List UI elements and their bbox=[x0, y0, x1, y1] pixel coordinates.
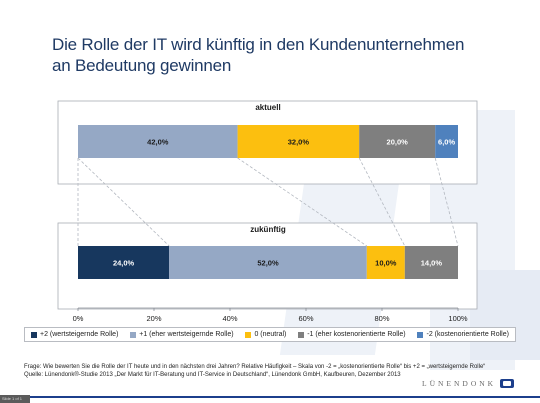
footnote: Frage: Wie bewerten Sie die Rolle der IT… bbox=[24, 363, 524, 379]
category-label: aktuell bbox=[255, 103, 280, 112]
legend-swatch bbox=[417, 331, 424, 338]
bottom-rule bbox=[0, 396, 540, 398]
x-tick-label: 40% bbox=[222, 314, 237, 323]
connector-line bbox=[77, 157, 170, 247]
legend-swatch bbox=[31, 331, 37, 338]
data-label: 52,0% bbox=[257, 259, 279, 268]
data-label: 42,0% bbox=[147, 138, 169, 147]
company-logo: LÜNENDONK bbox=[422, 379, 515, 388]
chart-canvas: aktuell zukünftig 42,0% 32,0% 20,0% 6,0% 24,0%… bbox=[57, 100, 478, 323]
x-tick-label: 0% bbox=[73, 314, 84, 323]
logo-text: LÜNENDONK bbox=[422, 379, 497, 388]
legend-item: -1 (eher kostenorientierte Rolle) bbox=[298, 331, 406, 338]
connector-line bbox=[434, 157, 459, 247]
chart-connectors bbox=[77, 157, 459, 247]
data-label: 24,0% bbox=[113, 259, 135, 268]
data-label: 20,0% bbox=[387, 138, 409, 147]
legend-label: 0 (neutral) bbox=[254, 331, 287, 338]
x-tick-label: 20% bbox=[146, 314, 161, 323]
corner-tag: Slide 1 of 1 bbox=[0, 395, 30, 403]
legend-item: -2 (kostenorientierte Rolle) bbox=[417, 331, 509, 338]
legend-label: +2 (wertsteigernde Rolle) bbox=[40, 331, 119, 338]
bar-segment bbox=[78, 125, 238, 158]
bar-segment bbox=[169, 246, 367, 279]
connector-line bbox=[237, 157, 368, 247]
legend-swatch bbox=[298, 331, 305, 338]
connector-line bbox=[358, 157, 406, 247]
legend-swatch bbox=[130, 331, 137, 338]
bar-segment bbox=[404, 246, 458, 279]
bar-segment bbox=[359, 125, 436, 158]
x-tick-label: 80% bbox=[374, 314, 389, 323]
legend-swatch bbox=[245, 331, 252, 338]
slide-title: Die Rolle der IT wird künftig in den Kun… bbox=[52, 34, 464, 76]
bar-segment bbox=[237, 125, 360, 158]
data-label: 32,0% bbox=[288, 138, 310, 147]
legend-item: +2 (wertsteigernde Rolle) bbox=[31, 331, 118, 338]
legend-label: +1 (eher wertsteigernde Rolle) bbox=[139, 331, 234, 338]
stacked-bar-chart: aktuell zukünftig 42,0% 32,0% 20,0% 6,0% 24,0%… bbox=[18, 94, 518, 356]
legend-item: 0 (neutral) bbox=[245, 331, 286, 338]
x-axis: 0% 20% 40% 60% 80% 100% bbox=[73, 307, 468, 323]
category-label: zukünftig bbox=[250, 225, 286, 234]
background-shape bbox=[470, 270, 540, 360]
title-line-1: Die Rolle der IT wird künftig in den Kun… bbox=[52, 35, 465, 54]
logo-mark-icon bbox=[500, 379, 515, 388]
title-line-2: an Bedeutung gewinnen bbox=[52, 56, 232, 75]
legend-label: -1 (eher kostenorientierte Rolle) bbox=[307, 331, 406, 338]
bar-segment bbox=[366, 246, 405, 279]
bar-segment bbox=[435, 125, 458, 158]
data-label: 6,0% bbox=[438, 138, 455, 147]
x-tick-label: 100% bbox=[448, 314, 468, 323]
chart-legend: +2 (wertsteigernde Rolle) +1 (eher wertst… bbox=[24, 327, 516, 342]
bar-segment bbox=[78, 246, 170, 279]
legend-label: -2 (kostenorientierte Rolle) bbox=[426, 331, 509, 338]
chart-bars: aktuell zukünftig 42,0% 32,0% 20,0% 6,0% 24,0%… bbox=[78, 103, 458, 279]
data-label: 14,0% bbox=[421, 259, 443, 268]
footnote-source: Quelle: Lünendonk®-Studie 2013 „Der Mark… bbox=[24, 372, 401, 378]
footnote-question: Frage: Wie bewerten Sie die Rolle der IT… bbox=[24, 364, 486, 370]
data-label: 10,0% bbox=[375, 259, 397, 268]
legend-item: +1 (eher wertsteigernde Rolle) bbox=[130, 331, 234, 338]
x-tick-label: 60% bbox=[298, 314, 313, 323]
